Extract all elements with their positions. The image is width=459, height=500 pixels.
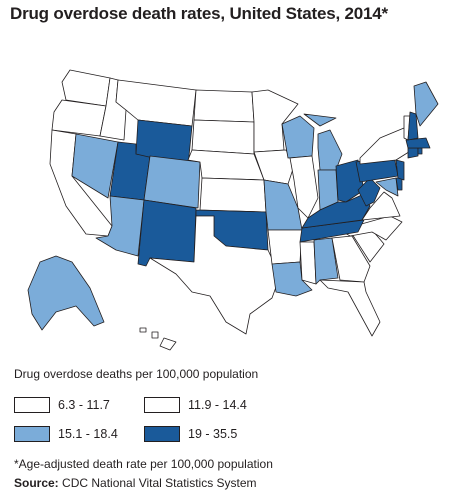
state-florida [319,279,381,337]
legend-swatch [14,426,50,442]
legend-label: 6.3 - 11.7 [58,398,110,412]
state-iowa [253,149,295,185]
source-label: Source: [14,476,59,490]
legend-swatch [14,397,50,413]
map-title: Drug overdose death rates, United States… [10,4,388,23]
source-line: Source: CDC National Vital Statistics Sy… [14,476,257,490]
legend-item: 19 - 35.5 [144,426,237,442]
state-hawaii [139,327,177,351]
state-maryland [375,177,399,197]
state-georgia [331,235,371,283]
state-minnesota [251,89,299,153]
legend-title: Drug overdose deaths per 100,000 populat… [14,367,259,381]
legend-swatch [144,426,180,442]
state-new-jersey [395,159,405,181]
state-montana [115,79,197,127]
state-alabama [313,237,339,285]
state-ohio [335,159,365,203]
state-wisconsin [281,115,315,159]
state-maine [413,81,439,127]
state-alaska [27,255,105,331]
state-connecticut [407,147,419,159]
state-virginia [361,191,401,221]
source-text: CDC National Vital Statistics System [58,476,257,490]
legend-label: 19 - 35.5 [188,427,238,441]
legend-item: 15.1 - 18.4 [14,426,118,442]
state-arkansas [267,229,303,265]
legend-label: 15.1 - 18.4 [58,427,118,441]
state-south-dakota [191,119,255,155]
state-massachusetts [405,137,431,149]
legend-item: 11.9 - 14.4 [144,397,247,413]
state-new-mexico [137,199,197,267]
legend-swatch [144,397,180,413]
state-texas [149,215,281,335]
state-kansas [199,177,267,213]
us-choropleth-map [27,69,439,351]
legend-item: 6.3 - 11.7 [14,397,110,413]
state-colorado [143,155,201,209]
state-louisiana [271,261,313,297]
legend-label: 11.9 - 14.4 [188,398,247,412]
state-new-hampshire [407,111,419,141]
state-nevada [71,133,119,199]
state-rhode-island [417,147,423,155]
state-north-dakota [193,89,255,123]
state-oregon [51,99,107,137]
state-mississippi [299,241,317,285]
footnote: *Age-adjusted death rate per 100,000 pop… [14,457,273,471]
